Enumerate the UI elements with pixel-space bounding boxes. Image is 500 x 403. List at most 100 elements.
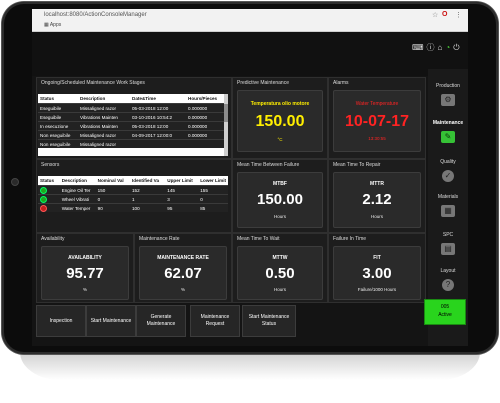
apps-bookmark[interactable]: ▦ Apps	[44, 22, 62, 28]
sidebar-item-quality[interactable]: Quality	[440, 159, 456, 165]
col-datetime[interactable]: Date&Time	[130, 94, 186, 104]
cell-description: Water Temper	[59, 203, 96, 212]
mttw-card[interactable]: MTTW 0.50 Hours	[237, 246, 323, 300]
status-ok-icon	[38, 194, 60, 204]
sidebar-item-spc[interactable]: SPC	[442, 232, 454, 238]
header-icons: ⌨ ⓘ ⌂ ◔ ⏻	[412, 42, 463, 53]
availability-name: AVAILABILITY	[68, 255, 102, 261]
star-icon[interactable]: ☆	[432, 12, 439, 19]
cell-status: Non eseguibile	[38, 130, 78, 140]
table-row[interactable]: In esecuzione Vibrations Mainten 05-03-201…	[38, 121, 224, 131]
wrench-icon[interactable]: ✎	[441, 131, 455, 143]
mttw-panel: Mean Time To Wait MTTW 0.50 Hours	[232, 233, 328, 303]
cell-status: Eseguibile	[38, 112, 78, 122]
cell-description: Missaligned razor	[78, 103, 130, 113]
address-bar[interactable]: localhost:8080/ActionConsoleManager	[44, 12, 147, 18]
cell-status: Non eseguibile	[38, 139, 78, 148]
table-row[interactable]: Non eseguibile Missaligned razor	[38, 139, 224, 148]
inspection-button[interactable]: Inspection	[36, 305, 86, 337]
home-button[interactable]	[11, 178, 19, 186]
sensors-panel: Sensors Status Description Nominal Val I…	[36, 159, 232, 233]
availability-value: 95.77	[66, 265, 104, 282]
wifi-icon: ◔	[445, 43, 451, 52]
col-nominal[interactable]: Nominal Val	[95, 176, 130, 186]
col-description[interactable]: Description	[59, 176, 96, 186]
sidebar-item-maintenance[interactable]: Maintenance	[432, 120, 464, 126]
status-badge[interactable]: 005 Active	[424, 299, 466, 325]
fit-card[interactable]: FIT 3.00 Failure/1000 Hours	[333, 246, 421, 300]
mttr-value: 2.12	[362, 191, 392, 208]
cell-description: Wheel Vibrati	[59, 194, 96, 204]
power-icon[interactable]: ⏻	[453, 43, 460, 52]
mtbf-card[interactable]: MTBF 150.00 Hours	[237, 172, 323, 228]
cell-description: Engine Oil Ter	[59, 185, 96, 195]
predictive-card[interactable]: Temperatura olio motore 150.00 °C	[237, 90, 323, 152]
boxes-icon[interactable]: ▦	[441, 205, 455, 217]
status-error-icon	[38, 203, 60, 212]
info-icon[interactable]: ⓘ	[426, 43, 435, 52]
maintenance-panel-title: Ongoing/Scheduled Maintenance Work Stage…	[41, 80, 145, 86]
start-maintenance-status-button[interactable]: Start Maintenance Status	[242, 305, 296, 337]
cell-datetime: 04-09-2017 12:00:0	[130, 130, 186, 140]
cell-upper: 3	[165, 194, 199, 204]
col-lower[interactable]: Lower Limit	[198, 176, 228, 186]
maintenance-rate-name: MAINTENANCE RATE	[157, 255, 209, 261]
maintenance-rate-panel: Maintenance Rate MAINTENANCE RATE 62.07 …	[134, 233, 232, 303]
gear-icon[interactable]: ⚙	[441, 94, 455, 106]
cell-datetime: 03-10-2016 10:54:2	[130, 112, 186, 122]
status-ok-icon	[38, 185, 60, 195]
menu-icon[interactable]: ⋮	[455, 12, 462, 19]
col-description[interactable]: Description	[78, 94, 130, 104]
mttr-name: MTTR	[370, 181, 384, 187]
sensors-table: Status Description Nominal Val Identifie…	[38, 176, 228, 216]
col-status[interactable]: Status	[38, 94, 78, 104]
mtbf-value: 150.00	[257, 191, 303, 208]
maintenance-rate-panel-title: Maintenance Rate	[139, 236, 180, 242]
alarms-panel: Alarms Water Temperature 10-07-17 13:30:…	[328, 77, 426, 159]
cell-nominal: 90	[95, 203, 130, 212]
generate-maintenance-button[interactable]: Generate Maintenance	[136, 305, 186, 337]
maintenance-request-button[interactable]: Maintenance Request	[190, 305, 240, 337]
alarm-card[interactable]: Water Temperature 10-07-17 13:30:55	[333, 90, 421, 152]
table-scrollbar[interactable]	[224, 94, 228, 156]
mtbf-name: MTBF	[273, 181, 287, 187]
check-icon[interactable]: ✓	[442, 170, 454, 182]
start-maintenance-button[interactable]: Start Maintenance	[86, 305, 136, 337]
cell-description: Vibrations Mainten	[78, 112, 130, 122]
alarm-date: 10-07-17	[344, 113, 410, 130]
scrollbar-thumb[interactable]	[224, 104, 228, 122]
col-status[interactable]: Status	[38, 176, 60, 186]
table-row[interactable]: Non eseguibile Missaligned razor 04-09-201…	[38, 130, 224, 140]
mttr-card[interactable]: MTTR 2.12 Hours	[333, 172, 421, 228]
chart-icon[interactable]: ▤	[441, 243, 455, 255]
cell-hours: 0.000000	[186, 130, 224, 140]
home-icon[interactable]: ⌂	[437, 43, 443, 52]
predictive-unit: °C	[277, 137, 283, 142]
status-code: 005	[440, 304, 450, 310]
table-row[interactable]: Wheel Vibrati 0 1 3 0	[38, 194, 228, 204]
col-identified[interactable]: Identified Va	[129, 176, 166, 186]
sidebar-item-layout[interactable]: Layout	[440, 268, 456, 274]
col-upper[interactable]: Upper Limit	[165, 176, 199, 186]
cell-status: In esecuzione	[38, 121, 78, 131]
cell-identified: 152	[129, 185, 166, 195]
table-row[interactable]: Engine Oil Ter 150 152 145 155	[38, 185, 228, 195]
maintenance-rate-card[interactable]: MAINTENANCE RATE 62.07 %	[139, 246, 227, 300]
table-row[interactable]: Eseguibile Vibrations Mainten 03-10-2016 1…	[38, 112, 224, 122]
col-hours[interactable]: Hours/Pieces	[186, 94, 224, 104]
table-row[interactable]: Eseguibile Missaligned razor 05-03-2018 12…	[38, 103, 224, 113]
cell-description: Missaligned razor	[78, 130, 130, 140]
predictive-value: 150.00	[255, 113, 305, 130]
table-row[interactable]: Water Temper 90 100 95 85	[38, 203, 228, 212]
cell-lower: 0	[198, 194, 228, 204]
keyboard-icon[interactable]: ⌨	[412, 43, 424, 52]
opera-icon[interactable]: O	[442, 11, 448, 18]
screen: localhost:8080/ActionConsoleManager ▦ Ap…	[32, 9, 468, 346]
mtbf-panel: Mean Time Between Failure MTBF 150.00 Ho…	[232, 159, 328, 233]
browser-toolbar: localhost:8080/ActionConsoleManager ▦ Ap…	[32, 9, 468, 32]
cell-datetime: 05-03-2018 12:00	[130, 103, 186, 113]
help-icon[interactable]: ?	[442, 279, 454, 291]
sidebar-item-materials[interactable]: Materials	[437, 194, 459, 200]
sidebar-item-production[interactable]: Production	[436, 83, 460, 89]
availability-card[interactable]: AVAILABILITY 95.77 %	[41, 246, 129, 300]
